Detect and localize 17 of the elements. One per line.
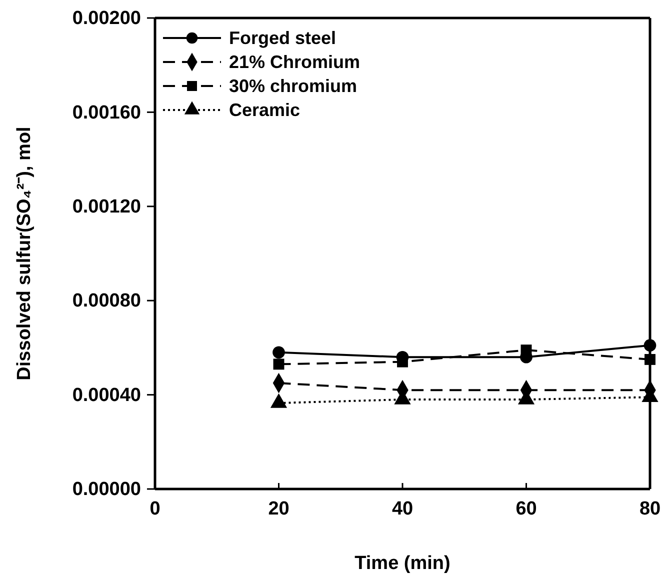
legend-label: 21% Chromium: [229, 52, 360, 72]
legend-label: Ceramic: [229, 100, 300, 120]
x-tick-label: 20: [268, 498, 290, 520]
x-axis-title: Time (min): [354, 553, 450, 574]
x-tick-label: 40: [392, 498, 414, 520]
y-tick-label: 0.00040: [72, 384, 141, 406]
y-tick-label: 0.00200: [72, 8, 141, 30]
y-tick-label: 0.00080: [72, 290, 141, 312]
y-tick-label: 0.00000: [72, 479, 141, 500]
y-axis-title: Dissolved sulfur(SO₄²⁻), mol: [14, 126, 35, 380]
legend-label: Forged steel: [229, 28, 336, 48]
x-tick-label: 60: [516, 498, 537, 520]
legend-label: 30% chromium: [229, 76, 358, 96]
x-tick-label: 80: [639, 498, 661, 520]
x-tick-label: 0: [150, 498, 160, 520]
y-tick-label: 0.00160: [72, 102, 141, 124]
y-tick-label: 0.00120: [72, 196, 141, 218]
